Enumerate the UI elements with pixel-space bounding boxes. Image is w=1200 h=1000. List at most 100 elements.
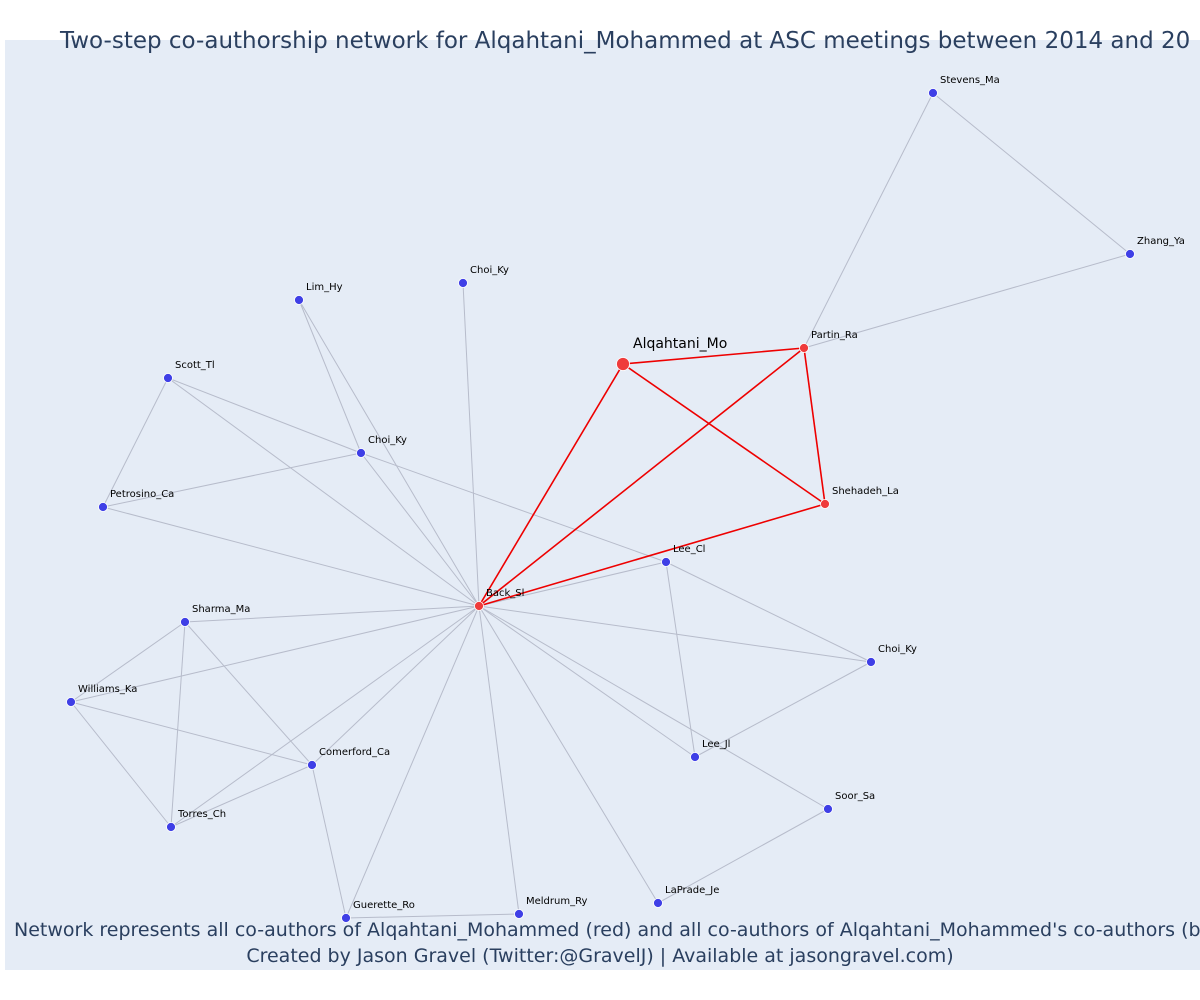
caption-credit: Created by Jason Gravel (Twitter:@Gravel…	[246, 945, 954, 967]
node-marker[interactable]	[180, 617, 190, 627]
node-soor[interactable]: Soor_Sa	[823, 791, 876, 814]
edge-scott-choi2	[167, 377, 362, 454]
chart-title: Two-step co-authorship network for Alqah…	[60, 28, 1191, 54]
node-torres[interactable]: Torres_Ch	[166, 809, 227, 832]
node-guerette[interactable]: Guerette_Ro	[341, 900, 415, 923]
node-label: Partin_Ra	[811, 330, 858, 341]
edge-stevens-zhang	[932, 92, 1131, 255]
edge-back-laprade	[478, 605, 659, 904]
node-choi1[interactable]: Choi_Ky	[458, 265, 510, 288]
node-label: Choi_Ky	[368, 435, 407, 446]
edge-sharma-torres	[170, 621, 186, 828]
edge-back-lee_jl	[478, 605, 696, 758]
node-label: Meldrum_Ry	[526, 896, 587, 907]
node-label: Guerette_Ro	[353, 900, 415, 911]
node-shehadeh[interactable]: Shehadeh_La	[820, 486, 899, 509]
edge-back-soor	[478, 605, 829, 810]
edge-lee_cl-choi3	[665, 561, 872, 663]
edge-partin-back	[478, 347, 805, 607]
node-marker[interactable]	[356, 448, 366, 458]
node-stevens[interactable]: Stevens_Ma	[928, 75, 1000, 98]
edge-back-guerette	[345, 605, 480, 919]
node-marker[interactable]	[653, 898, 663, 908]
node-back[interactable]: Back_Sl	[474, 588, 525, 611]
edge-layer	[70, 92, 1131, 919]
node-marker[interactable]	[98, 502, 108, 512]
node-marker[interactable]	[474, 601, 484, 611]
edge-back-meldrum	[478, 605, 520, 915]
edge-back-lee_cl	[478, 561, 667, 607]
node-marker[interactable]	[514, 909, 524, 919]
node-label: Lee_Cl	[673, 544, 705, 555]
node-zhang[interactable]: Zhang_Ya	[1125, 236, 1185, 259]
node-marker[interactable]	[820, 499, 830, 509]
node-partin[interactable]: Partin_Ra	[799, 330, 858, 353]
node-label: Back_Sl	[486, 588, 524, 599]
edge-back-choi1	[462, 282, 480, 607]
node-marker[interactable]	[66, 697, 76, 707]
edge-back-comerford	[311, 605, 480, 766]
node-label: Williams_Ka	[78, 684, 137, 695]
edge-back-lim	[298, 299, 480, 607]
node-marker[interactable]	[294, 295, 304, 305]
node-label: Choi_Ky	[878, 644, 917, 655]
node-comerford[interactable]: Comerford_Ca	[307, 747, 391, 770]
node-label: LaPrade_Je	[665, 885, 719, 896]
node-marker[interactable]	[341, 913, 351, 923]
edge-partin-shehadeh	[803, 347, 826, 505]
node-laprade[interactable]: LaPrade_Je	[653, 885, 720, 908]
node-marker[interactable]	[163, 373, 173, 383]
node-label: Petrosino_Ca	[110, 489, 174, 500]
node-label: Lim_Hy	[306, 282, 343, 293]
node-marker[interactable]	[799, 343, 809, 353]
node-williams[interactable]: Williams_Ka	[66, 684, 138, 707]
node-label: Alqahtani_Mo	[633, 336, 727, 352]
node-label: Shehadeh_La	[832, 486, 899, 497]
edge-back-choi2	[360, 452, 480, 607]
edge-alqahtani-partin	[622, 347, 805, 365]
node-marker[interactable]	[458, 278, 468, 288]
edge-sharma-williams	[70, 621, 186, 703]
node-scott[interactable]: Scott_Tl	[163, 360, 215, 383]
node-choi2[interactable]: Choi_Ky	[356, 435, 408, 458]
edge-back-williams	[70, 605, 480, 703]
node-marker[interactable]	[616, 357, 630, 371]
edge-shehadeh-back	[478, 503, 826, 607]
edge-back-torres	[170, 605, 480, 828]
node-choi3[interactable]: Choi_Ky	[866, 644, 918, 667]
node-layer: Alqahtani_Mo Partin_Ra Shehadeh_La Back_Sl S…	[66, 75, 1185, 923]
node-marker[interactable]	[823, 804, 833, 814]
node-label: Sharma_Ma	[192, 604, 250, 615]
node-marker[interactable]	[307, 760, 317, 770]
node-lee_cl[interactable]: Lee_Cl	[661, 544, 706, 567]
node-label: Zhang_Ya	[1137, 236, 1185, 247]
edge-sharma-comerford	[184, 621, 313, 766]
plot-area	[5, 40, 1200, 970]
node-marker[interactable]	[166, 822, 176, 832]
node-marker[interactable]	[661, 557, 671, 567]
edge-back-choi3	[478, 605, 872, 663]
node-meldrum[interactable]: Meldrum_Ry	[514, 896, 588, 919]
node-petrosino[interactable]: Petrosino_Ca	[98, 489, 175, 512]
edge-comerford-guerette	[311, 764, 347, 919]
node-lee_jl[interactable]: Lee_Jl	[690, 739, 731, 762]
edge-lee_cl-lee_jl	[665, 561, 696, 758]
node-marker[interactable]	[1125, 249, 1135, 259]
edge-guerette-meldrum	[345, 913, 520, 919]
edge-williams-torres	[70, 701, 172, 828]
node-sharma[interactable]: Sharma_Ma	[180, 604, 251, 627]
edge-laprade-soor	[657, 808, 829, 904]
edge-choi2-petrosino	[102, 452, 362, 508]
node-alqahtani[interactable]: Alqahtani_Mo	[616, 336, 728, 371]
edge-lim-choi2	[298, 299, 362, 454]
node-label: Torres_Ch	[177, 809, 226, 820]
node-lim[interactable]: Lim_Hy	[294, 282, 343, 305]
node-label: Comerford_Ca	[319, 747, 390, 758]
caption-description: Network represents all co-authors of Alq…	[14, 919, 1200, 941]
node-marker[interactable]	[928, 88, 938, 98]
edge-back-petrosino	[102, 506, 480, 607]
node-marker[interactable]	[866, 657, 876, 667]
node-marker[interactable]	[690, 752, 700, 762]
edge-choi2-lee_cl	[360, 452, 667, 563]
